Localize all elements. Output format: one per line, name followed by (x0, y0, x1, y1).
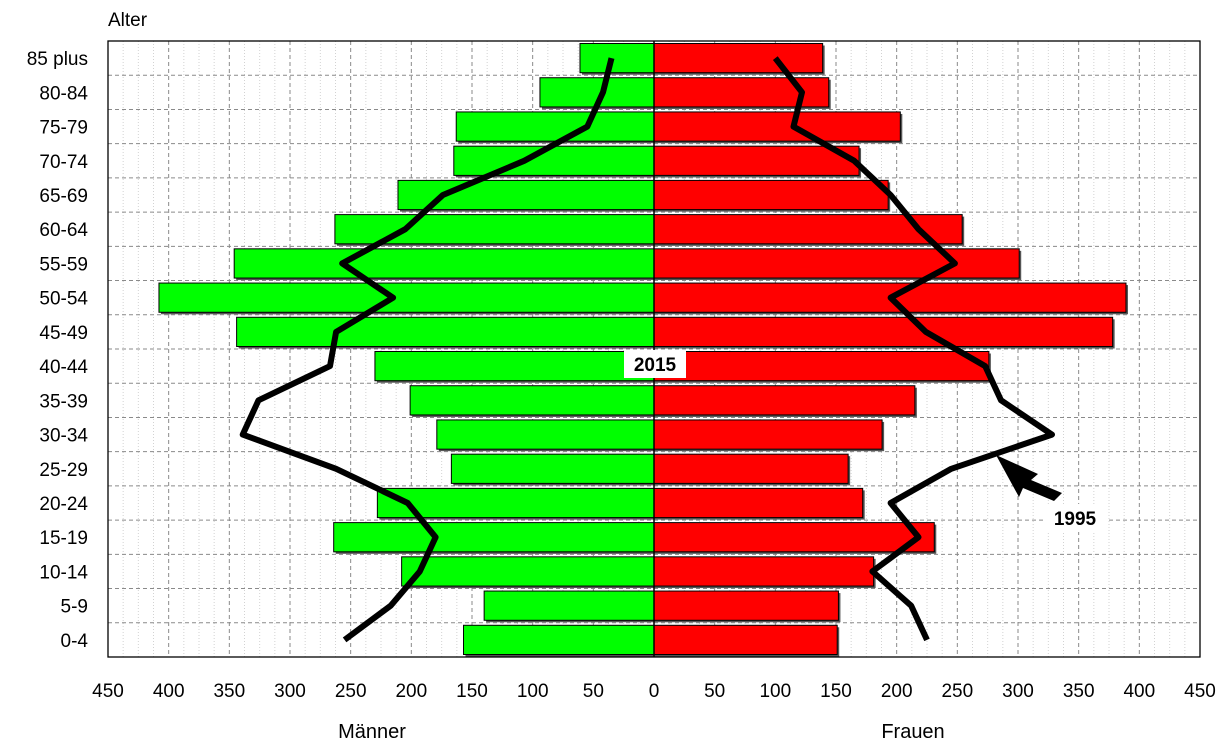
x-tick-label: 300 (274, 681, 306, 702)
annotation-2015: 2015 (624, 350, 686, 378)
y-tick-label: 75-79 (39, 118, 88, 139)
y-tick-label: 5-9 (61, 597, 88, 618)
y-tick-label: 25-29 (39, 460, 88, 481)
bar-maenner-30-34 (436, 419, 655, 450)
y-tick-label: 30-34 (39, 426, 88, 447)
x-tick-label: 350 (213, 681, 245, 702)
y-tick-label: 45-49 (39, 323, 88, 344)
bar-maenner-70-74 (453, 145, 655, 176)
bar-maenner-15-19 (333, 522, 655, 553)
x-tick-label: 50 (583, 681, 604, 702)
x-tick-label: 100 (517, 681, 549, 702)
y-tick-label: 40-44 (39, 357, 88, 378)
line-1995-frauen (772, 56, 1055, 642)
x-tick-label: 450 (92, 681, 124, 702)
annotation-1995-label: 1995 (1054, 509, 1097, 530)
y-tick-label: 85 plus (27, 49, 88, 70)
overlay-lines (239, 56, 1055, 643)
bar-frauen-70-74 (653, 145, 860, 176)
bar-maenner-75-79 (455, 111, 655, 142)
x-tick-label: 100 (759, 681, 791, 702)
y-tick-label: 35-39 (39, 391, 88, 412)
y-tick-label: 20-24 (39, 494, 88, 515)
plot-frame (107, 40, 1201, 658)
line-1995-maenner (239, 57, 615, 643)
bar-maenner-10-14 (401, 556, 655, 587)
y-axis-title: Alter (108, 10, 148, 31)
left-axis-label: Männer (338, 721, 406, 742)
x-tick-label: 200 (395, 681, 427, 702)
bar-frauen-20-24 (653, 487, 864, 519)
y-tick-label: 70-74 (39, 152, 88, 173)
annotation-2015-label: 2015 (634, 355, 677, 376)
y-axis-ticks: 0-4 5-9 10-14 15-19 20-24 25-29 30-34 35-39 40-4… (27, 49, 89, 652)
bar-maenner-50-54 (158, 282, 655, 313)
arrow-icon (996, 455, 1062, 501)
bar-frauen-10-14 (653, 556, 875, 587)
x-tick-label: 350 (1063, 681, 1095, 702)
annotation-1995: 1995 (996, 455, 1106, 532)
bar-frauen-35-39 (653, 385, 916, 416)
x-axis-ticks: 450 400 350 300 250 200 150 100 50 0 50 100 150 200 25… (92, 681, 1216, 702)
bar-frauen-15-19 (653, 522, 935, 553)
bar-frauen-5-9 (653, 590, 839, 621)
y-tick-label: 55-59 (39, 254, 88, 275)
y-tick-label: 0-4 (61, 631, 89, 652)
bar-maenner-85-plus (579, 43, 655, 74)
x-tick-label: 400 (1123, 681, 1155, 702)
x-tick-label: 450 (1184, 681, 1216, 702)
x-tick-label: 0 (649, 681, 660, 702)
x-tick-label: 150 (456, 681, 488, 702)
bar-frauen-85-plus (653, 43, 824, 74)
bar-frauen-75-79 (653, 111, 901, 142)
bar-frauen-45-49 (653, 316, 1114, 347)
bar-maenner-25-29 (450, 453, 655, 484)
bar-maenner-55-59 (233, 248, 655, 279)
y-tick-label: 60-64 (39, 220, 88, 241)
bar-maenner-5-9 (483, 590, 655, 621)
y-tick-label: 80-84 (39, 83, 88, 104)
bar-frauen-25-29 (653, 453, 849, 484)
bar-frauen-30-34 (653, 419, 883, 450)
y-tick-label: 15-19 (39, 528, 88, 549)
bar-frauen-65-69 (653, 179, 889, 211)
y-tick-label: 65-69 (39, 186, 88, 207)
x-tick-label: 300 (1002, 681, 1034, 702)
y-tick-label: 50-54 (39, 289, 88, 310)
x-tick-label: 400 (153, 681, 185, 702)
bar-maenner-35-39 (409, 385, 655, 416)
x-tick-label: 250 (941, 681, 973, 702)
x-tick-label: 250 (335, 681, 367, 702)
bar-frauen-0-4 (653, 624, 838, 655)
x-tick-label: 50 (704, 681, 725, 702)
y-tick-label: 10-14 (39, 562, 88, 583)
x-tick-label: 200 (881, 681, 913, 702)
bar-maenner-45-49 (236, 316, 655, 347)
right-axis-label: Frauen (881, 721, 944, 742)
bar-frauen-55-59 (653, 248, 1020, 279)
x-tick-label: 150 (820, 681, 852, 702)
bar-frauen-40-44 (653, 351, 990, 382)
bar-maenner-20-24 (376, 487, 655, 519)
bars (158, 41, 1128, 657)
bar-maenner-40-44 (374, 351, 655, 382)
bar-maenner-0-4 (463, 624, 655, 655)
bar-maenner-65-69 (397, 179, 655, 211)
